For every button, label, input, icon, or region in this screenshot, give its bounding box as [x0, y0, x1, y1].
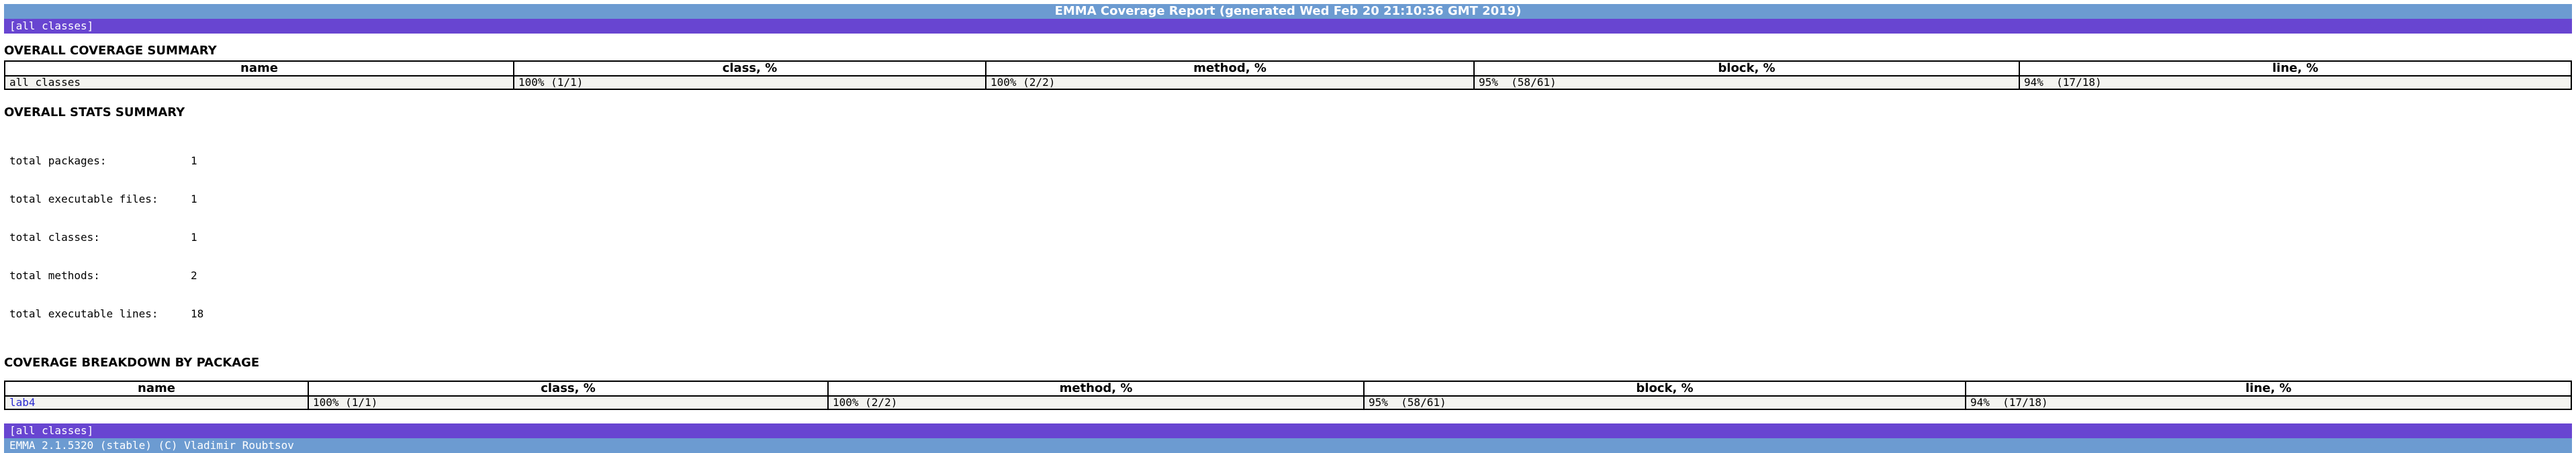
- table-header-row: name class, % method, % block, % line, %: [4, 60, 2572, 77]
- column-header-line: line, %: [1965, 381, 2572, 397]
- stat-total-files: total executable files: 1: [9, 193, 197, 205]
- version-text: EMMA 2.1.5320 (stable) (C) Vladimir Roub…: [9, 439, 294, 452]
- cell-line: 94% (17/18): [2019, 75, 2572, 90]
- stat-total-packages: total packages: 1: [9, 154, 197, 167]
- column-header-name: name: [4, 381, 309, 397]
- column-header-block: block, %: [1363, 381, 1966, 397]
- stat-total-lines: total executable lines: 18: [9, 307, 204, 320]
- cell-block: 95% (58/61): [1473, 75, 2020, 90]
- all-classes-link[interactable]: [all classes]: [9, 424, 94, 437]
- report-title: EMMA Coverage Report (generated Wed Feb …: [4, 4, 2572, 19]
- cell-name: all classes: [4, 75, 514, 90]
- all-classes-link[interactable]: [all classes]: [9, 19, 94, 32]
- table-row: lab4 100% (1/1) 100% (2/2) 95% (58/61) 9…: [4, 395, 2572, 410]
- column-header-class: class, %: [513, 60, 986, 77]
- overall-stats-list: total packages: 1 total executable files:…: [4, 129, 2572, 346]
- nav-all-classes-top[interactable]: [all classes]: [4, 19, 2572, 34]
- nav-all-classes-bottom[interactable]: [all classes]: [4, 423, 2572, 438]
- cell-class: 100% (1/1): [308, 395, 829, 410]
- cell-name: lab4: [4, 395, 309, 410]
- column-header-method: method, %: [827, 381, 1365, 397]
- column-header-block: block, %: [1473, 60, 2020, 77]
- cell-method: 100% (2/2): [985, 75, 1475, 90]
- stat-total-classes: total classes: 1: [9, 231, 197, 244]
- column-header-line: line, %: [2019, 60, 2572, 77]
- column-header-method: method, %: [985, 60, 1475, 77]
- footer-version: EMMA 2.1.5320 (stable) (C) Vladimir Roub…: [4, 438, 2572, 453]
- package-breakdown-heading: COVERAGE BREAKDOWN BY PACKAGE: [4, 356, 260, 370]
- column-header-name: name: [4, 60, 514, 77]
- package-link-lab4[interactable]: lab4: [9, 396, 36, 409]
- report-page: EMMA Coverage Report (generated Wed Feb …: [4, 4, 2572, 453]
- overall-coverage-table: name class, % method, % block, % line, %…: [4, 60, 2572, 90]
- column-header-class: class, %: [308, 381, 829, 397]
- overall-coverage-heading: OVERALL COVERAGE SUMMARY: [4, 44, 217, 58]
- cell-line: 94% (17/18): [1965, 395, 2572, 410]
- cell-method: 100% (2/2): [827, 395, 1365, 410]
- package-breakdown-table: name class, % method, % block, % line, %…: [4, 381, 2572, 410]
- stat-total-methods: total methods: 2: [9, 269, 197, 282]
- overall-stats-heading: OVERALL STATS SUMMARY: [4, 105, 185, 119]
- table-row: all classes 100% (1/1) 100% (2/2) 95% (5…: [4, 75, 2572, 90]
- cell-class: 100% (1/1): [513, 75, 986, 90]
- table-header-row: name class, % method, % block, % line, %: [4, 381, 2572, 397]
- cell-block: 95% (58/61): [1363, 395, 1966, 410]
